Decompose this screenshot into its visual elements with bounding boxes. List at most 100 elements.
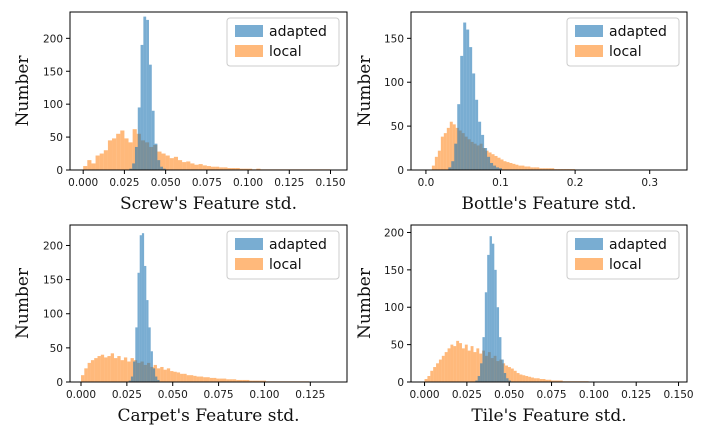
adapted-bar — [148, 64, 152, 170]
local-bar — [437, 150, 441, 170]
adapted-bar — [477, 376, 481, 382]
local-bar — [441, 355, 445, 382]
y-tick-label: 0 — [56, 377, 63, 389]
y-tick-label: 100 — [384, 77, 404, 89]
local-bar — [447, 348, 451, 382]
local-bar — [539, 379, 543, 382]
adapted-bar — [143, 16, 147, 170]
x-tick-label: 0.025 — [112, 389, 142, 401]
adapted-bar — [137, 107, 141, 170]
local-bar — [450, 344, 454, 382]
local-bar — [117, 356, 121, 382]
legend: adapted local — [226, 17, 340, 67]
x-tick-label: 0.025 — [109, 177, 139, 189]
adapted-bar — [499, 337, 502, 382]
adapted-bar — [469, 47, 473, 170]
local-bar — [153, 364, 157, 382]
adapted-bar — [506, 378, 509, 382]
local-bar — [206, 377, 210, 382]
adapted-bar — [157, 160, 161, 171]
local-bar — [509, 162, 513, 170]
local-bar — [206, 166, 211, 170]
adapted-bar — [148, 327, 151, 382]
y-tick-label: 100 — [43, 309, 63, 321]
histogram-panel-2: 0.0 0.1 0.2 0.3 0 50 100 150 Bottle's Feature st… — [355, 11, 688, 214]
local-bar — [443, 133, 447, 170]
legend-swatch-adapted — [575, 25, 603, 37]
adapted-bar — [503, 373, 507, 382]
local-bar — [170, 371, 174, 382]
local-bar — [456, 340, 460, 382]
adapted-bar — [493, 165, 497, 170]
local-bar — [446, 127, 450, 170]
x-axis-label: Bottle's Feature std. — [462, 194, 637, 214]
legend-swatch-local — [575, 45, 603, 57]
local-bar — [497, 157, 501, 170]
local-bar — [189, 375, 194, 382]
local-bar — [524, 166, 528, 170]
local-bar — [470, 346, 474, 382]
x-tick-label: 0.000 — [68, 177, 98, 189]
local-bar — [194, 164, 199, 170]
local-bar — [248, 168, 253, 170]
x-tick-label: 0.075 — [192, 177, 222, 189]
legend-swatch-adapted — [235, 25, 263, 37]
local-bar — [213, 377, 217, 382]
local-bar — [424, 379, 428, 382]
local-bar — [243, 168, 249, 170]
x-tick-label: 0.150 — [315, 177, 345, 189]
local-bar — [506, 162, 510, 170]
local-bar — [536, 378, 540, 382]
local-bar — [173, 156, 178, 170]
adapted-bar — [146, 300, 149, 382]
y-axis-label: Number — [355, 55, 375, 127]
local-bar — [427, 376, 431, 382]
adapted-bar — [494, 269, 497, 382]
legend-label-adapted: adapted — [269, 237, 327, 253]
local-bar — [513, 370, 517, 382]
adapted-bar — [140, 44, 144, 170]
local-bar — [163, 369, 167, 382]
local-bar — [239, 168, 244, 170]
local-bar — [107, 140, 113, 171]
y-tick-label: 0 — [397, 377, 404, 389]
adapted-bar — [499, 168, 502, 170]
local-bar — [453, 346, 457, 382]
local-bar — [522, 375, 526, 382]
series-adapted — [475, 236, 511, 382]
local-bar — [246, 379, 250, 382]
y-tick-label: 100 — [384, 302, 404, 314]
local-bar — [527, 166, 531, 170]
adapted-bar — [481, 134, 485, 170]
x-tick-label: 0.050 — [158, 389, 188, 401]
y-tick-label: 50 — [391, 340, 404, 352]
local-bar — [223, 167, 228, 170]
adapted-bar — [130, 376, 134, 382]
y-tick-label: 200 — [43, 33, 63, 45]
x-tick-label: 0.150 — [664, 389, 694, 401]
local-bar — [156, 368, 161, 382]
local-bar — [166, 368, 171, 382]
local-bar — [127, 361, 131, 382]
legend-swatch-local — [235, 45, 263, 57]
local-bar — [130, 358, 134, 382]
legend-swatch-local — [235, 258, 263, 270]
adapted-bar — [141, 233, 145, 382]
local-bar — [516, 373, 520, 382]
local-bar — [473, 352, 477, 382]
local-bar — [536, 167, 540, 170]
adapted-bar — [137, 272, 140, 382]
adapted-bar — [128, 380, 131, 382]
local-bar — [97, 356, 101, 382]
local-bar — [229, 379, 233, 382]
local-bar — [521, 165, 525, 170]
local-bar — [227, 168, 232, 170]
axes-frame — [410, 11, 688, 171]
y-axis-label: Number — [355, 267, 375, 339]
local-bar — [99, 153, 104, 170]
local-bar — [548, 168, 552, 170]
legend-label-adapted: adapted — [609, 24, 667, 40]
local-bar — [542, 379, 546, 382]
local-bar — [104, 357, 108, 382]
